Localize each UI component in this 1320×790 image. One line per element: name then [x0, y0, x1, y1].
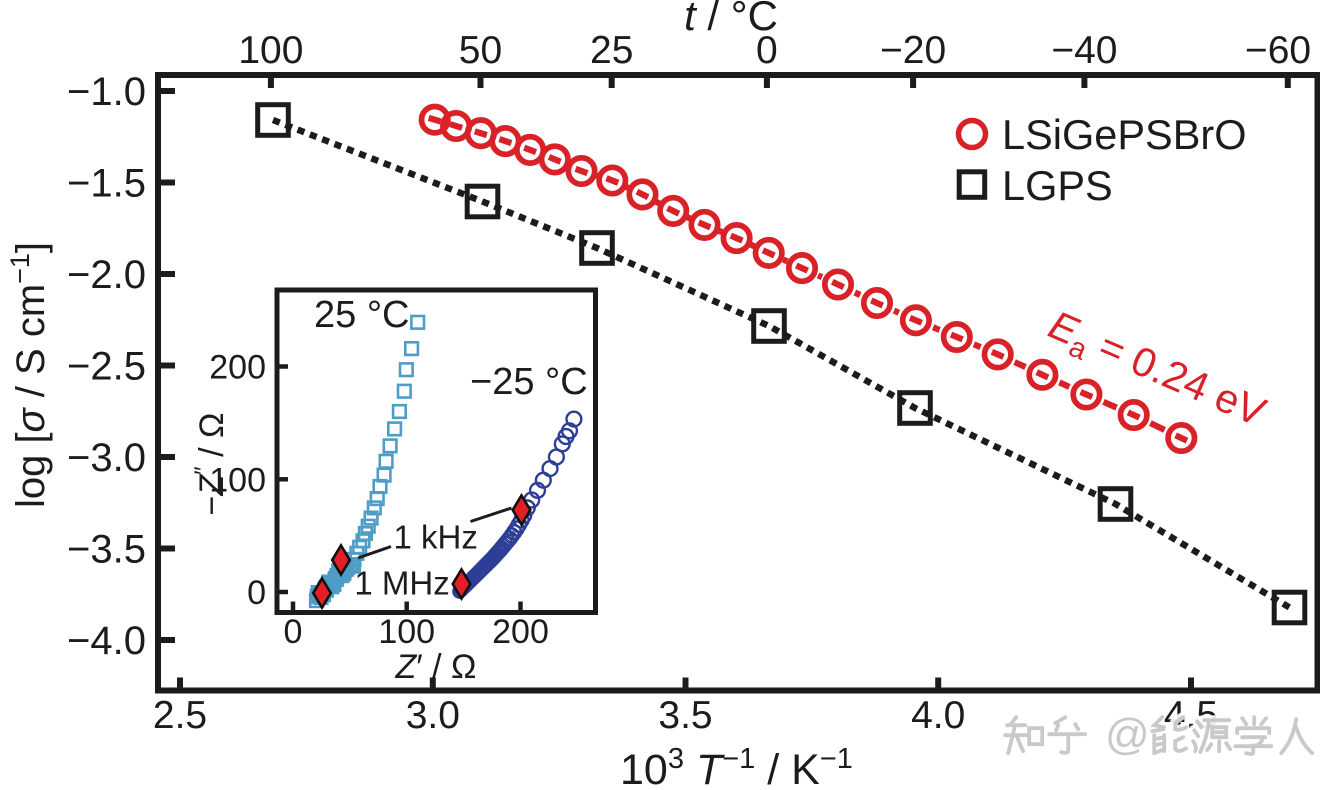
svg-text:log [σ / S cm−1]: log [σ / S cm−1]: [5, 242, 53, 508]
svg-text:0: 0: [284, 613, 303, 651]
svg-text:3.5: 3.5: [658, 694, 712, 737]
svg-text:t / °C: t / °C: [684, 0, 778, 39]
svg-text:−60: −60: [1245, 29, 1311, 72]
svg-text:Z′ / Ω: Z′ / Ω: [395, 648, 477, 686]
svg-text:−20: −20: [880, 29, 946, 72]
svg-text:−1.0: −1.0: [67, 70, 146, 114]
svg-text:25: 25: [590, 29, 633, 72]
svg-text:0: 0: [247, 574, 266, 612]
svg-text:0: 0: [756, 29, 778, 72]
svg-text:103 T−1 / K−1: 103 T−1 / K−1: [620, 743, 853, 790]
svg-text:1 kHz: 1 kHz: [394, 519, 478, 556]
svg-text:−4.0: −4.0: [67, 619, 146, 663]
svg-text:100: 100: [209, 461, 266, 499]
svg-text:LSiGePSBrO: LSiGePSBrO: [1002, 111, 1246, 158]
svg-text:−Z″ / Ω: −Z″ / Ω: [190, 413, 231, 516]
svg-text:100: 100: [238, 29, 303, 72]
svg-text:200: 200: [209, 349, 266, 387]
svg-text:@: @: [1105, 710, 1150, 759]
svg-text:200: 200: [492, 613, 549, 651]
svg-text:2.5: 2.5: [153, 694, 207, 737]
svg-text:−25 °C: −25 °C: [470, 361, 588, 403]
svg-text:−3.5: −3.5: [67, 528, 146, 572]
svg-text:100: 100: [378, 613, 435, 651]
svg-text:50: 50: [459, 29, 502, 72]
svg-text:LGPS: LGPS: [1002, 162, 1113, 209]
svg-text:−3.0: −3.0: [67, 436, 146, 480]
svg-text:25 °C: 25 °C: [314, 294, 409, 336]
svg-text:4.0: 4.0: [911, 694, 965, 737]
svg-text:1 MHz: 1 MHz: [354, 565, 449, 602]
svg-text:−1.5: −1.5: [67, 162, 146, 206]
svg-text:3.0: 3.0: [406, 694, 460, 737]
svg-text:−2.0: −2.0: [67, 253, 146, 297]
svg-text:−2.5: −2.5: [67, 345, 146, 389]
svg-text:−40: −40: [1051, 29, 1117, 72]
svg-text:@: @: [1104, 709, 1149, 758]
